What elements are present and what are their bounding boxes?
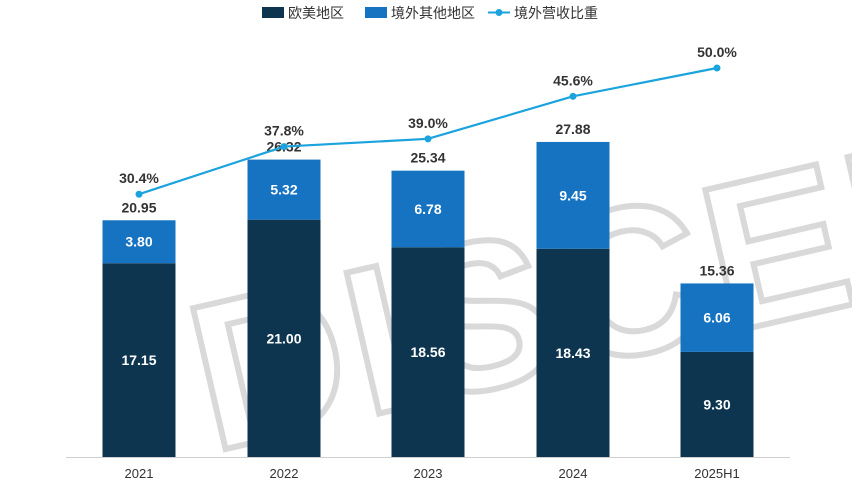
bar-2023-series-1	[391, 247, 465, 457]
share-label-2022: 37.8%	[264, 123, 304, 139]
bar-value-label-2021-series-2: 3.80	[125, 234, 152, 250]
bar-2024-series-2	[536, 141, 610, 249]
bar-value-label-2023-series-1: 18.56	[410, 344, 445, 360]
share-point-2023	[424, 135, 432, 143]
legend: 欧美地区 境外其他地区 境外营收比重	[262, 5, 598, 21]
bar-total-label-2024: 27.88	[555, 121, 590, 137]
legend-swatch-1	[262, 7, 284, 18]
bar-total-label-2021: 20.95	[121, 199, 156, 215]
x-tick-label-2025H1: 2025H1	[694, 466, 740, 481]
x-tick-label-2021: 2021	[125, 466, 154, 481]
bar-total-label-2025H1: 15.36	[699, 262, 734, 278]
bar-2023-series-2	[391, 170, 465, 248]
share-point-2025H1	[713, 64, 721, 72]
bar-value-label-2023-series-2: 6.78	[414, 201, 441, 217]
bar-total-label-2023: 25.34	[410, 150, 445, 166]
legend-line-marker	[495, 9, 503, 16]
share-point-2021	[135, 190, 143, 198]
bar-2024-series-1	[536, 248, 610, 457]
bar-2025H1-series-2	[680, 283, 754, 352]
bar-value-label-2021-series-1: 17.15	[121, 352, 156, 368]
share-label-2023: 39.0%	[408, 115, 448, 131]
bar-2021-series-2	[102, 220, 176, 264]
share-point-2022	[280, 143, 288, 151]
legend-swatch-2	[365, 7, 387, 18]
legend-label-1: 欧美地区	[288, 5, 344, 21]
share-line: 30.4% 37.8% 39.0% 45.6% 50.0%	[119, 44, 737, 198]
bar-2022-series-2	[247, 159, 321, 220]
bar-value-label-2024-series-1: 18.43	[555, 345, 590, 361]
bar-value-label-2022-series-1: 21.00	[266, 330, 301, 346]
bar-2022-series-1	[247, 219, 321, 457]
bar-2025H1-series-1	[680, 351, 754, 457]
x-tick-label-2023: 2023	[414, 466, 443, 481]
bar-value-label-2024-series-2: 9.45	[559, 187, 586, 203]
share-label-2025H1: 50.0%	[697, 44, 737, 60]
legend-label-3: 境外营收比重	[514, 5, 598, 21]
x-tick-label-2024: 2024	[559, 466, 588, 481]
x-tick-label-2022: 2022	[270, 466, 299, 481]
share-label-2024: 45.6%	[553, 72, 593, 88]
bar-value-label-2022-series-2: 5.32	[270, 182, 297, 198]
bar-value-label-2025H1-series-1: 9.30	[703, 396, 730, 412]
bar-value-label-2025H1-series-2: 6.06	[703, 310, 730, 326]
share-point-2024	[569, 92, 577, 100]
bars: 17.153.8020.9521.005.3226.3218.566.7825.…	[102, 121, 754, 457]
bar-2021-series-1	[102, 263, 176, 457]
x-axis: 2021 2022 2023 2024 2025H1	[66, 457, 790, 481]
legend-label-2: 境外其他地区	[391, 5, 475, 21]
share-label-2021: 30.4%	[119, 170, 159, 186]
